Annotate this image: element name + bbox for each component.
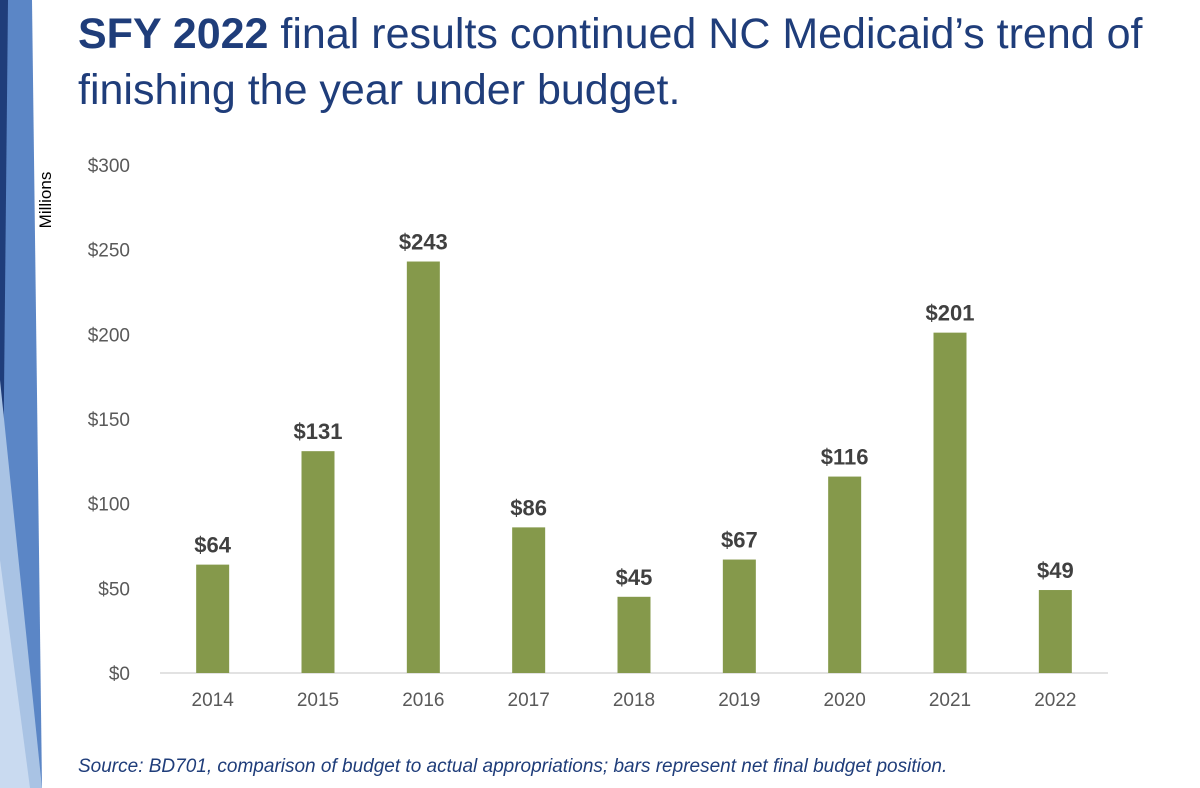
bar-2018 [617, 596, 651, 673]
data-label-2020: $116 [821, 445, 869, 470]
title-rest: final results continued NC Medicaid’s tr… [78, 10, 1143, 114]
data-label-2015: $131 [294, 419, 343, 444]
page-title: SFY 2022 final results continued NC Medi… [78, 6, 1188, 118]
data-label-2022: $49 [1037, 558, 1074, 583]
y-tick-label: $0 [109, 664, 130, 685]
data-label-2016: $243 [399, 230, 448, 255]
x-tick-label-2021: 2021 [929, 690, 971, 711]
source-note: Source: BD701, comparison of budget to a… [78, 756, 948, 777]
title-bold: SFY 2022 [78, 10, 269, 58]
bar-2021 [933, 332, 967, 673]
x-tick-label-2015: 2015 [297, 690, 339, 711]
x-tick-label-2017: 2017 [508, 690, 550, 711]
data-label-2018: $45 [616, 565, 653, 590]
x-tick-label-2016: 2016 [402, 690, 444, 711]
y-tick-label: $100 [88, 495, 130, 516]
x-tick-label-2019: 2019 [718, 690, 760, 711]
bar-2022 [1038, 590, 1072, 673]
x-tick-label-2022: 2022 [1034, 690, 1076, 711]
bar-2020 [828, 476, 862, 673]
bar-2016 [406, 261, 440, 673]
data-label-2014: $64 [194, 533, 231, 558]
y-tick-label: $300 [88, 156, 130, 177]
data-label-2021: $201 [926, 301, 975, 326]
x-tick-label-2020: 2020 [824, 690, 866, 711]
x-tick-label-2014: 2014 [192, 690, 235, 711]
y-tick-label: $150 [88, 410, 130, 431]
bar-2015 [301, 451, 335, 673]
y-axis-label: Millions [36, 172, 55, 229]
bar-2014 [196, 564, 230, 673]
data-label-2019: $67 [721, 528, 758, 553]
y-tick-label: $50 [98, 579, 130, 600]
bar-2019 [722, 559, 756, 673]
bar-2017 [512, 527, 546, 673]
y-tick-label: $250 [88, 241, 130, 262]
y-tick-label: $200 [88, 325, 130, 346]
data-label-2017: $86 [510, 495, 547, 520]
decorative-side-bar [0, 0, 42, 788]
x-tick-label-2018: 2018 [613, 690, 655, 711]
